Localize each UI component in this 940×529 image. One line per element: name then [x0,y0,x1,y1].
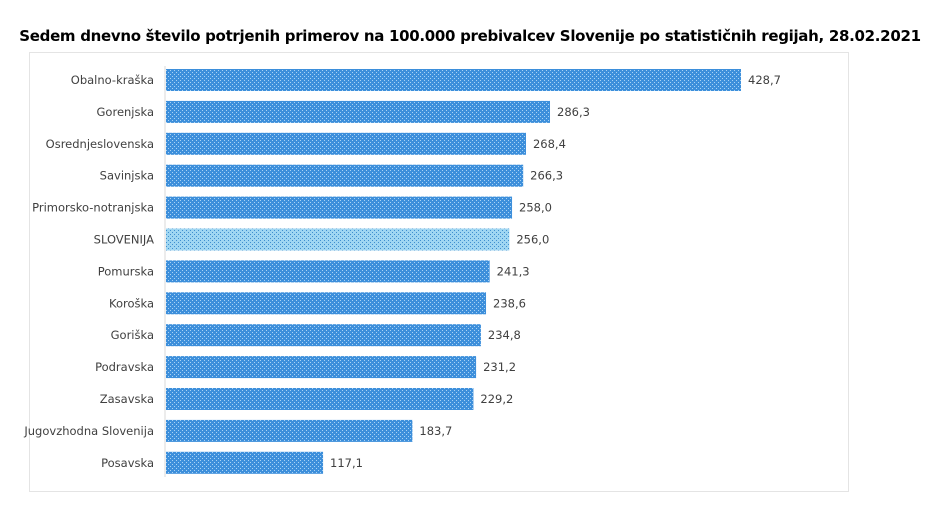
bar-pomurska [166,260,490,283]
data-label: 256,0 [516,233,549,247]
category-label: Koroška [109,296,154,310]
data-label: 266,3 [530,169,563,183]
data-label: 268,4 [533,137,566,151]
data-label: 183,7 [419,424,452,438]
bar-koro-ka [166,292,487,315]
data-label: 229,2 [480,392,513,406]
category-label: Osrednjeslovenska [46,137,154,151]
data-label: 241,3 [497,264,530,278]
bar-gori-ka [166,324,481,347]
plot-area [29,52,849,492]
bar-obalno-kra-ka [166,69,741,91]
category-label: Zasavska [100,392,154,406]
chart-title: Sedem dnevno število potrjenih primerov … [19,27,921,45]
data-label: 231,2 [483,360,516,374]
category-label: Obalno-kraška [71,73,154,87]
data-label: 258,0 [519,201,552,215]
category-label: Pomurska [98,264,154,278]
bar-slovenija [166,228,510,251]
bar-podravska [166,356,477,379]
data-label: 238,6 [493,296,526,310]
category-label: SLOVENIJA [94,233,154,247]
data-label: 428,7 [748,73,781,87]
category-label: Podravska [95,360,154,374]
data-label: 234,8 [488,328,521,342]
category-label: Jugovzhodna Slovenija [23,424,154,438]
bar-osrednjeslovenska [166,132,526,155]
bar-savinjska [166,164,524,187]
bar-gorenjska [166,100,551,123]
category-label: Goriška [111,328,154,342]
category-label: Primorsko-notranjska [32,201,154,215]
bar-posavska [166,451,324,474]
bar-zasavska [166,388,474,410]
bar-jugovzhodna-slovenija [166,419,413,442]
category-label: Gorenjska [97,105,154,119]
data-label: 117,1 [330,456,363,470]
bar-primorsko-notranjska [166,196,513,219]
data-label: 286,3 [557,105,590,119]
category-label: Savinjska [100,169,154,183]
category-label: Posavska [101,456,154,470]
